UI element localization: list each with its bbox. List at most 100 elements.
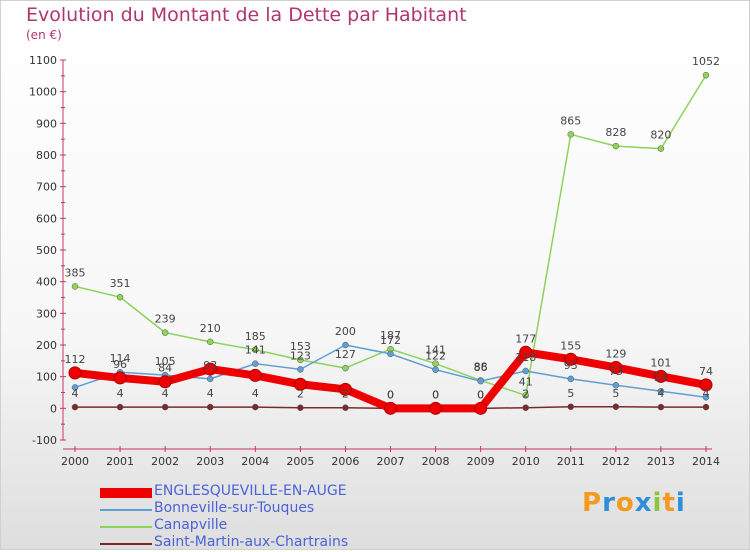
data-label: 4	[207, 387, 214, 400]
data-point	[522, 392, 529, 399]
y-tick-label: 1100	[29, 54, 57, 67]
legend-swatch	[100, 543, 152, 545]
data-label: 210	[200, 322, 221, 335]
data-label: 155	[560, 339, 581, 352]
data-label: 5	[567, 387, 574, 400]
data-point	[161, 329, 169, 336]
x-tick-label: 2012	[602, 455, 630, 468]
data-point	[702, 71, 710, 79]
data-label: 4	[117, 387, 124, 400]
data-point	[297, 404, 304, 411]
y-tick-label: 500	[36, 244, 57, 257]
data-label: 2	[342, 388, 349, 401]
data-point	[338, 382, 352, 396]
legend-label: ENGLESQUEVILLE-EN-AUGE	[154, 483, 347, 499]
data-label: 4	[72, 387, 79, 400]
data-point	[567, 375, 575, 383]
data-label: 4	[162, 387, 169, 400]
y-tick-label: -100	[32, 434, 57, 447]
x-tick-label: 2011	[557, 455, 585, 468]
y-tick-label: 900	[36, 117, 57, 130]
data-label: 127	[335, 348, 356, 361]
legend-swatch	[100, 488, 152, 498]
x-tick-label: 2002	[151, 455, 179, 468]
legend-item: Bonneville-sur-Touques	[100, 500, 460, 518]
data-point	[116, 293, 124, 301]
data-point	[657, 387, 665, 395]
data-point	[477, 377, 484, 385]
legend-item: Canapville	[100, 517, 460, 535]
data-label: 93	[203, 359, 217, 372]
data-label: 101	[650, 356, 671, 369]
data-point	[384, 401, 397, 415]
data-label: 5	[612, 387, 619, 400]
data-label: 1052	[692, 55, 720, 68]
data-point	[522, 404, 529, 411]
chart-title: Evolution du Montant de la Dette par Hab…	[26, 4, 467, 26]
data-point	[612, 403, 620, 410]
data-point	[609, 360, 623, 374]
data-label: 0	[387, 388, 394, 401]
data-label: 172	[380, 334, 401, 347]
data-point	[158, 375, 172, 389]
data-point	[206, 338, 214, 346]
data-point	[252, 403, 259, 411]
x-tick-label: 2005	[286, 455, 314, 468]
data-label: 54	[654, 371, 668, 384]
data-point	[116, 403, 124, 411]
data-label: 74	[699, 365, 713, 378]
data-label: 96	[113, 358, 127, 371]
data-point	[612, 142, 620, 150]
legend-swatch	[100, 526, 152, 528]
data-point	[567, 131, 575, 138]
x-tick-label: 2008	[422, 455, 450, 468]
y-tick-label: 100	[36, 371, 57, 384]
data-point	[71, 283, 79, 290]
data-point	[206, 375, 214, 383]
data-label: 0	[432, 388, 439, 401]
data-point	[293, 377, 307, 391]
data-label: 4	[657, 387, 664, 400]
x-tick-label: 2010	[512, 455, 540, 468]
data-label: 118	[515, 351, 536, 364]
data-point	[564, 352, 578, 366]
data-point	[68, 366, 82, 380]
data-label: 84	[158, 362, 172, 375]
data-point	[387, 350, 394, 358]
data-point	[474, 401, 488, 415]
data-label: 351	[110, 277, 131, 290]
y-tick-label: 300	[36, 307, 57, 320]
y-tick-label: 600	[36, 212, 57, 225]
legend-label: Bonneville-sur-Touques	[154, 500, 315, 516]
data-point	[567, 403, 575, 410]
data-point	[248, 368, 262, 382]
data-point	[206, 403, 214, 411]
data-label: 41	[519, 375, 533, 388]
data-point	[342, 364, 349, 372]
y-tick-label: 800	[36, 149, 57, 162]
data-label: 0	[432, 388, 439, 401]
data-point	[654, 369, 668, 383]
data-label: 200	[335, 325, 356, 338]
legend: ENGLESQUEVILLE-EN-AUGE Bonneville-sur-Tou…	[100, 483, 460, 552]
data-point	[342, 341, 349, 349]
data-label: 187	[380, 329, 401, 342]
data-point	[297, 366, 304, 373]
data-label: 114	[110, 352, 131, 365]
data-point	[161, 403, 169, 411]
data-point	[342, 404, 349, 411]
chart-subtitle: (en €)	[26, 28, 62, 42]
data-point	[71, 384, 79, 391]
data-label: 93	[564, 359, 578, 372]
x-tick-label: 2014	[692, 455, 720, 468]
data-label: 239	[155, 313, 176, 326]
data-point	[297, 356, 304, 364]
data-point	[702, 403, 710, 411]
data-point	[252, 360, 259, 367]
data-point	[702, 394, 710, 401]
data-point	[612, 381, 620, 389]
data-label: 129	[605, 347, 626, 360]
proxiti-logo: Proxiti	[582, 488, 686, 518]
